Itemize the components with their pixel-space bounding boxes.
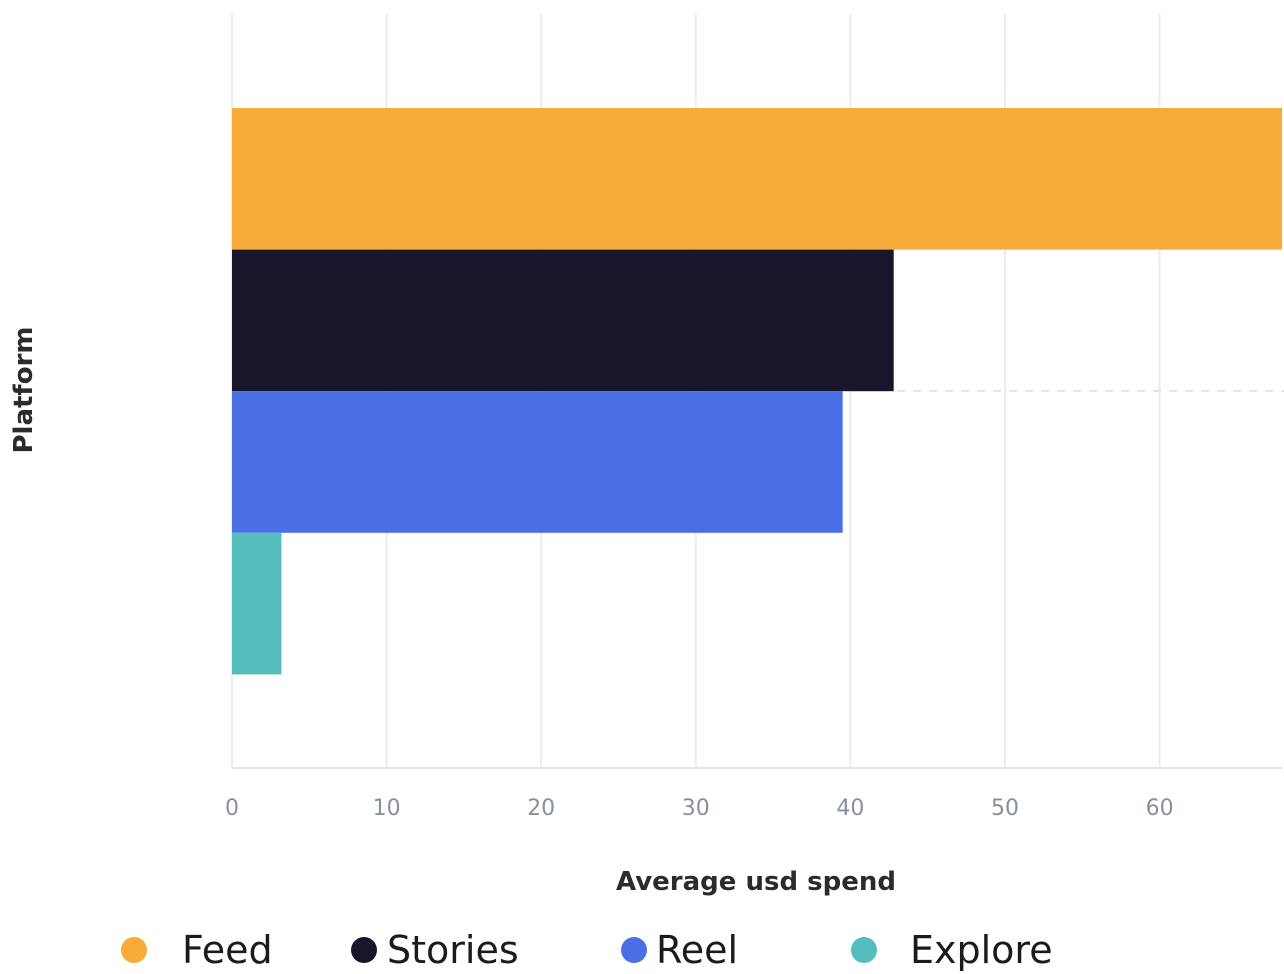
x-axis-title: Average usd spend [616, 867, 896, 897]
legend-item-stories: Stories [351, 928, 519, 972]
legend-swatch [851, 937, 877, 963]
bar-feed [232, 108, 1282, 250]
legend-item-feed: Feed [121, 928, 273, 972]
bars [232, 108, 1282, 675]
bar-reel [232, 391, 843, 533]
bar-explore [232, 532, 282, 675]
legend-label: Explore [910, 928, 1053, 972]
legend: Feed Stories Reel Explore [121, 928, 1053, 972]
x-tick-label: 30 [682, 796, 710, 821]
x-tick-label: 10 [373, 796, 401, 821]
legend-swatch [121, 937, 147, 963]
legend-swatch [621, 937, 647, 963]
bar-stories [232, 249, 894, 392]
legend-label: Reel [656, 928, 738, 972]
x-tick-label: 40 [836, 796, 864, 821]
x-tick-labels: 0 10 20 30 40 50 60 [225, 796, 1174, 821]
legend-label: Stories [387, 928, 519, 972]
y-axis-title: Platform [9, 326, 39, 453]
legend-item-explore: Explore [851, 928, 1053, 972]
x-tick-label: 50 [991, 796, 1019, 821]
x-tick-label: 0 [225, 796, 239, 821]
legend-label: Feed [182, 928, 273, 972]
x-tick-label: 20 [527, 796, 555, 821]
legend-swatch [351, 937, 377, 963]
legend-item-reel: Reel [621, 928, 738, 972]
x-tick-label: 60 [1146, 796, 1174, 821]
